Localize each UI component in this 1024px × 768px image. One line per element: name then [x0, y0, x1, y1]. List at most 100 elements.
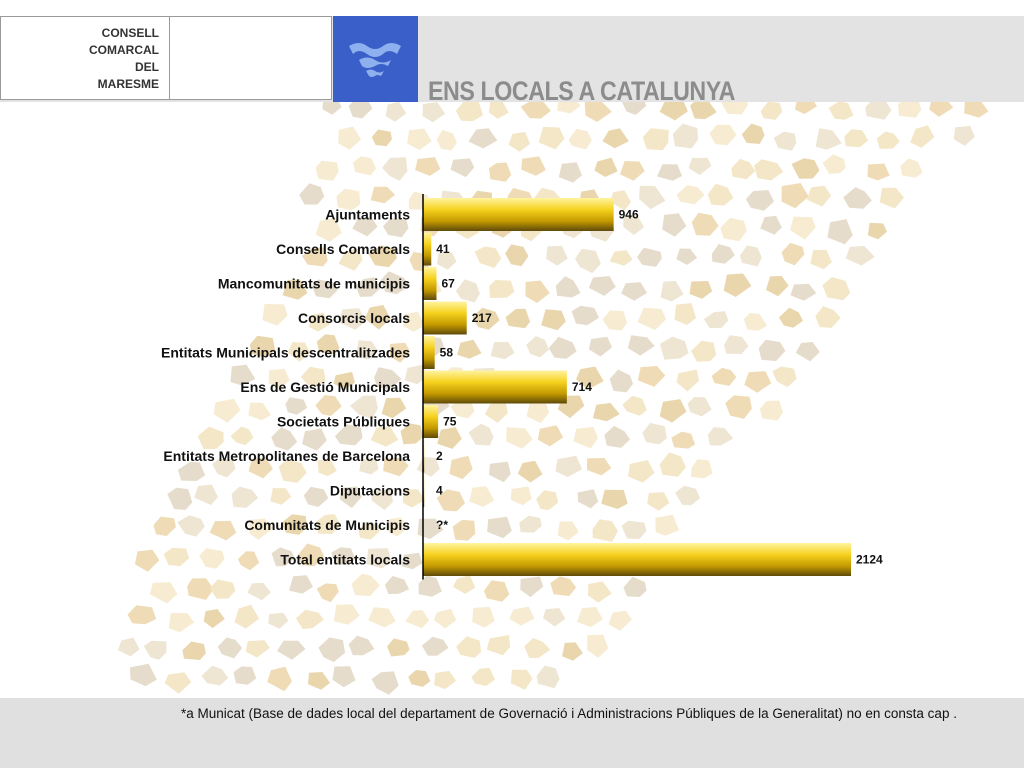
page-title: ENS LOCALS A CATALUNYA [428, 76, 736, 106]
mosaic-tile [370, 186, 396, 204]
mosaic-tile [271, 427, 298, 451]
bar [423, 232, 432, 266]
mosaic-tile [231, 486, 259, 508]
mosaic-tile [637, 307, 666, 330]
mosaic-tile [380, 271, 410, 295]
mosaic-tile [778, 307, 803, 328]
mosaic-tile [457, 339, 482, 359]
mosaic-tile [577, 489, 599, 509]
mosaic-tile [867, 222, 887, 240]
mosaic-tile [468, 423, 494, 446]
mosaic-tile [302, 247, 328, 267]
mosaic-tile [489, 461, 511, 483]
mosaic-tile [525, 280, 550, 303]
waves-icon [349, 43, 401, 77]
mosaic-tile [436, 130, 457, 151]
mosaic-tile [130, 663, 157, 687]
mosaic-tile [404, 364, 428, 385]
mosaic-tile [490, 342, 515, 360]
mosaic-tile [366, 548, 392, 569]
mosaic-tile [339, 486, 362, 509]
mosaic-tile [297, 543, 325, 567]
mosaic-tile [690, 99, 717, 120]
value-label: 2124 [856, 553, 883, 567]
footnote: *a Municat (Base de dades local del depa… [181, 706, 957, 721]
mosaic-tile [472, 607, 495, 628]
mosaic-tile [688, 157, 712, 175]
mosaic-tile [623, 214, 644, 235]
mosaic-tile [791, 158, 820, 179]
mosaic-tile [594, 157, 618, 177]
mosaic-tile [359, 457, 379, 475]
mosaic-tile [270, 488, 292, 505]
mosaic-tile [627, 335, 655, 356]
mosaic-tile [509, 606, 535, 626]
mosaic-tile [449, 455, 473, 480]
mosaic-tile [212, 458, 236, 478]
category-label: Ens de Gestió Municipals [240, 379, 410, 395]
mosaic-tile [333, 371, 355, 390]
mosaic-tile [781, 183, 809, 209]
logo-text: CONSELL COMARCAL DEL MARESME [3, 25, 159, 93]
mosaic-tile [417, 518, 444, 539]
mosaic-tile [302, 428, 327, 451]
mosaic-tile [455, 99, 483, 122]
mosaic-tile [628, 460, 655, 483]
mosaic-tile [573, 426, 598, 449]
mosaic-tile [867, 163, 890, 181]
mosaic-tile [370, 426, 399, 447]
mosaic-tile [201, 665, 229, 686]
category-label: Ajuntaments [325, 207, 410, 223]
mosaic-tile [316, 514, 341, 534]
mosaic-tile [483, 580, 510, 602]
mosaic-tile [592, 519, 618, 542]
mosaic-tile [203, 609, 225, 629]
mosaic-tile [387, 517, 409, 537]
mosaic-tile [647, 492, 670, 511]
mosaic-tile [602, 310, 628, 331]
mosaic-tile [639, 185, 666, 210]
mosaic-tile [248, 457, 273, 479]
mosaic-tile [296, 609, 324, 629]
mosaic-tile [338, 248, 363, 271]
mosaic-tile [766, 276, 789, 297]
mosaic-tile [676, 369, 699, 392]
mosaic-tile [365, 304, 391, 330]
mosaic-tile [790, 216, 816, 240]
bar [423, 267, 437, 300]
mosaic-tile [488, 162, 512, 182]
mosaic-tile [720, 217, 747, 242]
mosaic-tile [149, 582, 178, 604]
mosaic-tile [316, 583, 339, 603]
mosaic-tile [508, 131, 531, 152]
mosaic-tile [370, 489, 393, 511]
mosaic-tile [621, 520, 647, 540]
category-label: Diputacions [330, 483, 410, 499]
mosaic-tile [390, 342, 411, 363]
mosaic-tile [452, 519, 476, 541]
mosaic-tile [587, 458, 612, 476]
mosaic-tile [403, 489, 426, 508]
mosaic-tile [536, 490, 559, 511]
mosaic-tile [415, 157, 441, 176]
mosaic-tile [725, 395, 752, 419]
mosaic-tile [486, 635, 511, 656]
mosaic-tile [773, 131, 797, 151]
mosaic-tile [281, 514, 307, 535]
mosaic-tile [248, 402, 271, 421]
mosaic-tile [558, 162, 582, 183]
mosaic-tile [315, 160, 339, 181]
mosaic-tile [510, 486, 532, 506]
mosaic-tile [555, 276, 581, 298]
mosaic-tile [217, 637, 243, 659]
mosaic-tile [571, 305, 599, 326]
value-label: 41 [436, 242, 450, 256]
mosaic-tile [674, 303, 697, 325]
mosaic-tile [178, 461, 206, 481]
value-label: 75 [443, 415, 457, 429]
mosaic-tile [469, 486, 495, 507]
mosaic-tile [676, 248, 698, 265]
mosaic-tile [299, 183, 325, 205]
mosaic-tile [659, 399, 687, 423]
mosaic-tile [282, 279, 308, 300]
